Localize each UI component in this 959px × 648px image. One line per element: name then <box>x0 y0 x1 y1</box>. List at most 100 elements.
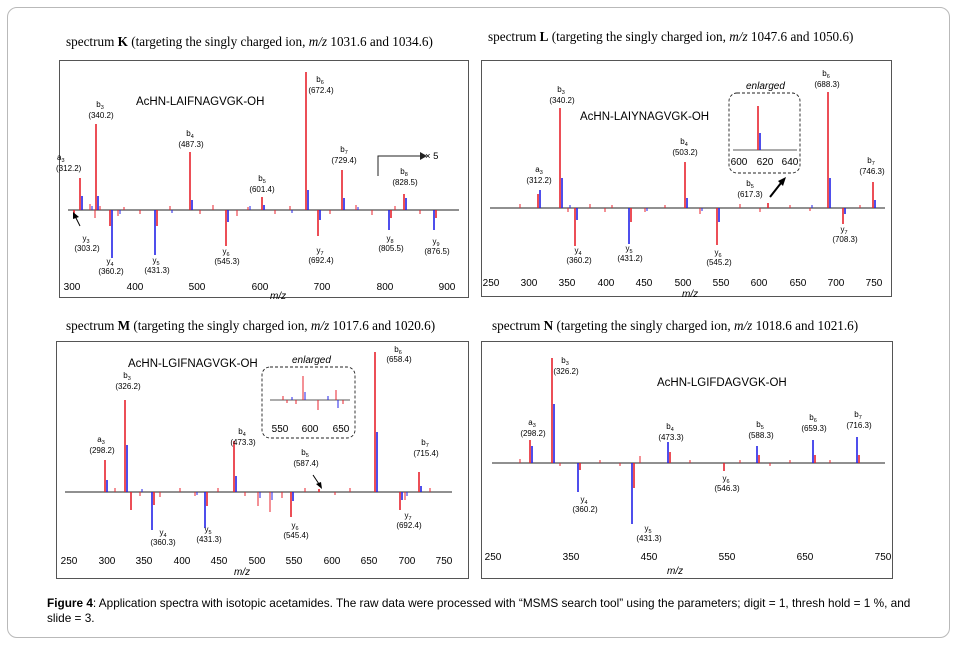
peak-label: b <box>301 448 306 457</box>
peak-label: (312.2) <box>56 164 82 173</box>
xlabel-M: m/z <box>234 567 250 578</box>
peak-label: 3 <box>562 90 565 96</box>
peak-label: b <box>561 356 566 365</box>
peak-label: y6 <box>291 521 298 532</box>
peak-label: 4 <box>191 134 194 140</box>
peptide-N: AcHN-LGIFDAGVGK-OH <box>657 377 787 389</box>
peak-label: y4 <box>106 257 113 268</box>
peak-label: 5 <box>208 530 211 536</box>
peak-label: b7 <box>340 145 348 156</box>
peak-label: y <box>714 248 718 257</box>
peak-label: y <box>106 257 110 266</box>
peak-label: a3 <box>97 435 105 446</box>
peak-label: 5 <box>761 425 764 431</box>
peak-label: 550 <box>272 424 289 435</box>
peak-label: 640 <box>782 157 799 168</box>
axis-line <box>769 182 782 198</box>
peak-label: y <box>222 247 226 256</box>
zoom-note-K: × 5 <box>425 151 438 162</box>
peak-label: a <box>528 418 533 427</box>
plot-frame-L <box>481 60 892 297</box>
peak-label: (298.2) <box>520 429 546 438</box>
peak-label: y5 <box>625 244 632 255</box>
peak-label: a <box>57 153 62 162</box>
peak-label: (715.4) <box>413 449 439 458</box>
peak-label: b <box>123 371 128 380</box>
peak-label: 6 <box>226 252 229 258</box>
peak-label: 450 <box>636 278 653 289</box>
peak-label: b4 <box>680 137 688 148</box>
peak-label: b <box>258 174 263 183</box>
peak-label: 3 <box>540 170 543 176</box>
peak-label: (876.5) <box>424 247 450 256</box>
peptide-K: AcHN-LAIFNAGVGK-OH <box>136 96 264 108</box>
peak-label: 550 <box>286 556 303 567</box>
peak-label: (587.4) <box>293 459 319 468</box>
peak-label: (303.2) <box>74 244 100 253</box>
peak-label: 650 <box>797 552 814 563</box>
peak-label: 3 <box>102 440 105 446</box>
peak-label: b <box>340 145 345 154</box>
peak-label: 4 <box>671 427 674 433</box>
peak-label: (431.3) <box>636 534 662 543</box>
peak-label: b7 <box>421 438 429 449</box>
peak-label: b <box>809 413 814 422</box>
peak-label: b <box>186 129 191 138</box>
peak-label: 500 <box>675 278 692 289</box>
caption-text: : Application spectra with isotopic acet… <box>47 596 911 625</box>
peak-label: (546.3) <box>714 484 740 493</box>
peak-label: 350 <box>136 556 153 567</box>
peak-label: 6 <box>718 253 721 259</box>
peak-label: b7 <box>854 410 862 421</box>
plot-frame-K <box>59 60 469 298</box>
peak-label: b3 <box>557 85 565 96</box>
peak-label: 600 <box>324 556 341 567</box>
peak-label: y <box>432 237 436 246</box>
heading-L: spectrum L (targeting the singly charged… <box>488 29 854 44</box>
peak-label: (617.3) <box>737 190 763 199</box>
peak-label: b <box>394 345 399 354</box>
figure-caption: Figure 4: Application spectra with isoto… <box>47 596 927 626</box>
peak-label: (692.4) <box>308 256 334 265</box>
peak-label: (298.2) <box>89 446 115 455</box>
peak-label: a3 <box>528 418 536 429</box>
peak-label: b <box>867 156 872 165</box>
peak-label: y <box>291 521 295 530</box>
peak-label: 9 <box>436 242 439 248</box>
peak-label: 550 <box>719 552 736 563</box>
inset-title-L: enlarged <box>746 81 785 92</box>
peak-label: (672.4) <box>308 86 334 95</box>
arrow-head <box>73 212 79 219</box>
peak-label: b <box>822 69 827 78</box>
tick-K: 500 <box>189 282 206 293</box>
peak-label: 8 <box>405 172 408 178</box>
peak-label: (340.2) <box>549 96 575 105</box>
peak-label: b7 <box>867 156 875 167</box>
peak-label: b6 <box>822 69 830 80</box>
peak-label: (431.3) <box>196 535 222 544</box>
arrow-head <box>316 482 322 489</box>
peak-label: 3 <box>566 361 569 367</box>
peak-label: (431.3) <box>144 266 170 275</box>
peak-label: 450 <box>641 552 658 563</box>
tick-K: 600 <box>252 282 269 293</box>
peak-label: y6 <box>722 474 729 485</box>
peak-label: 600 <box>731 157 748 168</box>
peak-label: a3 <box>535 165 543 176</box>
peak-label: 550 <box>713 278 730 289</box>
peak-label: 5 <box>156 261 159 267</box>
peak-label: a <box>535 165 540 174</box>
peak-label: 300 <box>521 278 538 289</box>
peak-label: 5 <box>648 529 651 535</box>
peak-label: 7 <box>872 161 875 167</box>
peak-label: b <box>238 427 243 436</box>
peak-label: (503.2) <box>672 148 698 157</box>
peak-label: (487.3) <box>178 140 204 149</box>
peak-label: (601.4) <box>249 185 275 194</box>
tick-K: 800 <box>377 282 394 293</box>
peak-label: 750 <box>866 278 883 289</box>
peak-label: 700 <box>399 556 416 567</box>
peak-label: (340.2) <box>88 111 114 120</box>
peak-label: b3 <box>96 100 104 111</box>
